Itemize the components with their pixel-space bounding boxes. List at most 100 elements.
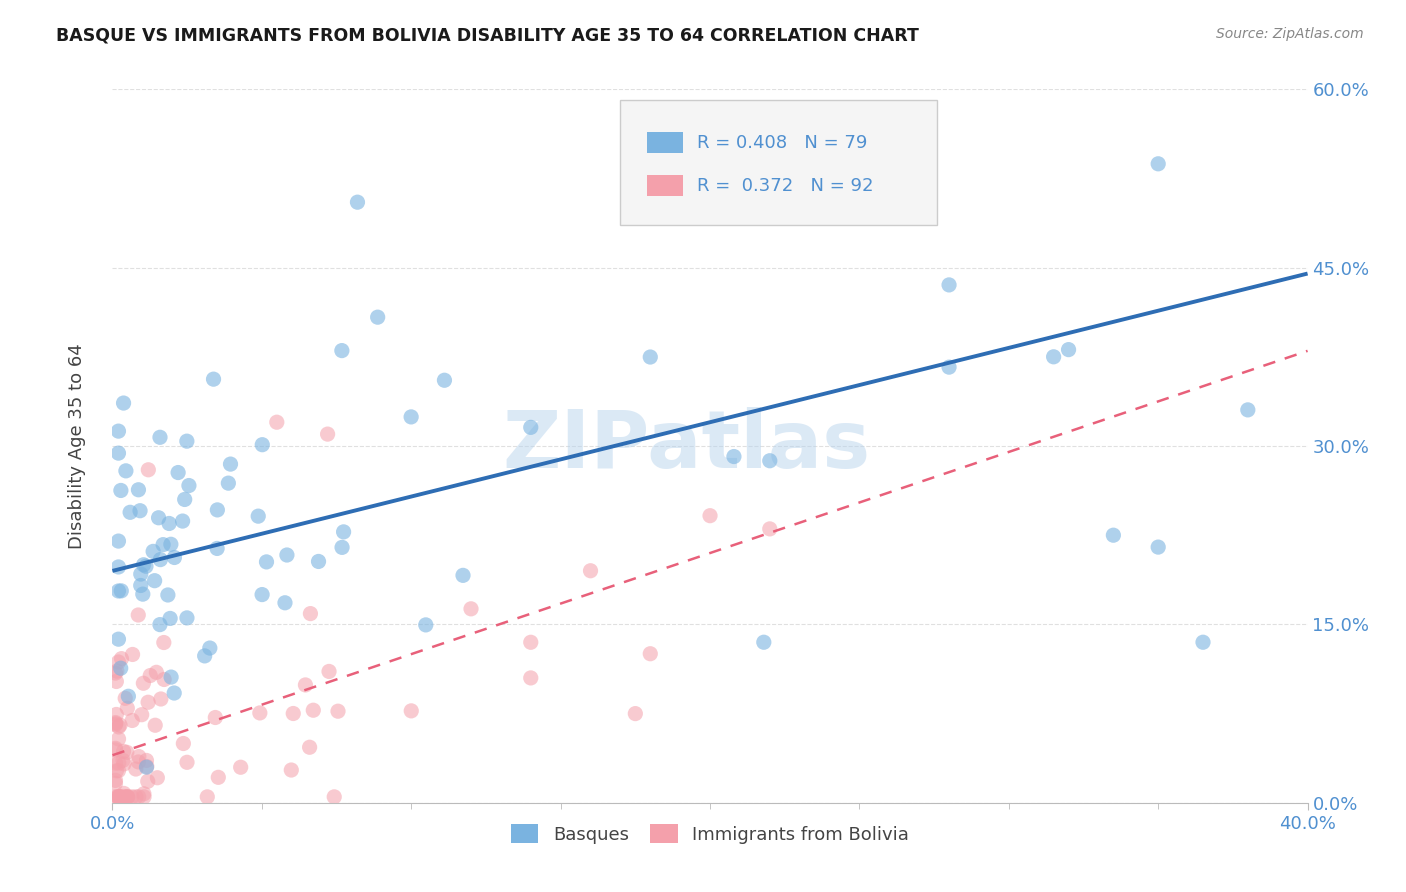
Point (128, 749, 150, 764)
Point (117, 701, 139, 715)
Point (1042, 350, 1064, 364)
Point (640, 647, 662, 661)
Point (579, 564, 602, 578)
Point (367, 310, 389, 325)
Point (1237, 403, 1260, 417)
Point (125, 789, 148, 804)
Point (110, 583, 132, 598)
Point (207, 770, 229, 784)
Point (135, 559, 157, 574)
Point (107, 446, 129, 460)
Point (624, 706, 647, 721)
Point (252, 438, 274, 452)
Point (111, 753, 134, 767)
FancyBboxPatch shape (620, 100, 938, 225)
Point (283, 706, 305, 721)
Point (108, 789, 131, 804)
Point (104, 666, 127, 681)
Point (249, 706, 271, 720)
Point (132, 587, 155, 601)
Bar (647, 132, 682, 153)
Point (198, 641, 221, 656)
Point (143, 718, 166, 732)
Point (112, 786, 135, 800)
Point (105, 664, 128, 678)
Point (346, 195, 368, 210)
Point (157, 516, 180, 531)
Point (177, 478, 200, 492)
Point (132, 558, 155, 572)
Point (149, 430, 172, 444)
Point (160, 670, 183, 684)
Point (194, 648, 217, 663)
Point (172, 737, 194, 751)
Point (318, 665, 340, 679)
Point (299, 607, 322, 621)
Point (107, 756, 129, 770)
Point (110, 651, 132, 665)
Point (142, 544, 165, 558)
Point (105, 707, 128, 722)
Text: Disability Age 35 to 64: Disability Age 35 to 64 (69, 343, 86, 549)
Point (274, 596, 297, 610)
Point (107, 720, 129, 734)
Point (112, 396, 135, 410)
Point (136, 695, 159, 709)
Point (135, 754, 157, 768)
Point (107, 632, 129, 647)
Point (723, 450, 745, 464)
Point (848, 161, 870, 175)
Point (159, 611, 181, 625)
Point (280, 763, 302, 777)
Point (250, 588, 273, 602)
Text: Source: ZipAtlas.com: Source: ZipAtlas.com (1216, 27, 1364, 41)
Point (132, 789, 155, 804)
Point (108, 789, 131, 804)
Point (110, 789, 132, 804)
Point (112, 756, 135, 771)
Point (127, 483, 149, 497)
Point (415, 618, 437, 632)
Point (294, 678, 316, 692)
Point (152, 538, 174, 552)
Point (323, 789, 346, 804)
Point (938, 277, 960, 292)
Point (149, 552, 172, 566)
Point (205, 541, 228, 556)
Point (145, 665, 167, 680)
Point (139, 668, 162, 682)
Point (107, 789, 129, 804)
Point (135, 760, 157, 774)
Point (1192, 635, 1215, 649)
Point (112, 789, 135, 804)
Point (176, 611, 198, 625)
Point (217, 476, 239, 491)
Point (104, 718, 127, 732)
Point (167, 466, 190, 480)
Point (207, 503, 229, 517)
Point (110, 661, 132, 675)
Point (121, 714, 143, 728)
Point (107, 731, 129, 746)
Point (752, 635, 775, 649)
Point (1057, 343, 1080, 357)
Point (699, 508, 721, 523)
Point (460, 602, 482, 616)
Point (129, 578, 152, 592)
Point (204, 710, 226, 724)
Text: BASQUE VS IMMIGRANTS FROM BOLIVIA DISABILITY AGE 35 TO 64 CORRELATION CHART: BASQUE VS IMMIGRANTS FROM BOLIVIA DISABI… (56, 27, 920, 45)
Point (326, 704, 349, 718)
Point (1147, 540, 1170, 554)
Point (520, 420, 543, 434)
Point (117, 789, 139, 804)
Point (1147, 157, 1170, 171)
Point (176, 434, 198, 449)
Point (115, 745, 138, 759)
Point (132, 787, 155, 801)
Point (104, 776, 127, 790)
Point (229, 760, 252, 774)
Point (256, 555, 278, 569)
Point (759, 454, 782, 468)
Point (115, 789, 138, 804)
Point (129, 567, 152, 582)
